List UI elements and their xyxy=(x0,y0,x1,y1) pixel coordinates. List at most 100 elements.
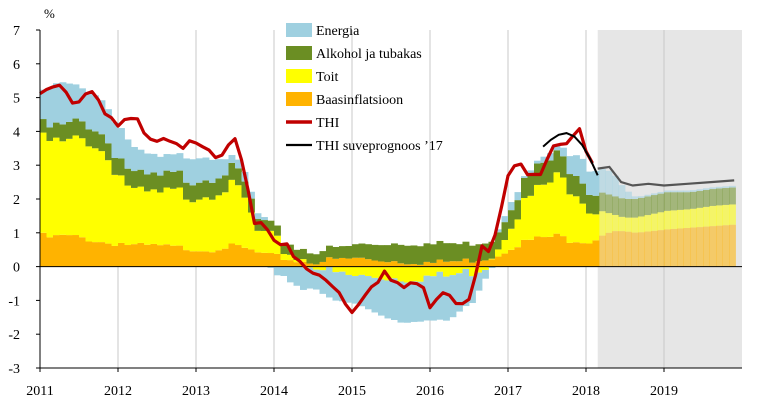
bar-alcohol-91 xyxy=(631,199,639,218)
bar-energy-34 xyxy=(261,217,268,221)
legend-label-3: Baasinflatsioon xyxy=(316,93,403,108)
bar-alcohol-12 xyxy=(118,158,125,176)
bar-energy-99 xyxy=(683,190,691,193)
bar-base-45 xyxy=(332,258,340,267)
bar-alcohol-43 xyxy=(319,251,327,262)
bar-energy-20 xyxy=(170,154,177,172)
bar-food-47 xyxy=(345,266,353,275)
bar-food-104 xyxy=(716,205,723,226)
bar-base-74 xyxy=(521,239,528,267)
bar-base-72 xyxy=(508,249,515,267)
bar-base-15 xyxy=(137,242,145,267)
y-tick-label--3: -3 xyxy=(8,362,20,377)
bar-energy-13 xyxy=(124,139,132,169)
bar-food-46 xyxy=(339,266,346,272)
bar-base-26 xyxy=(209,252,216,267)
bar-food-89 xyxy=(618,216,626,232)
bar-energy-100 xyxy=(690,190,697,192)
bar-food-73 xyxy=(514,219,522,248)
bar-energy-2 xyxy=(53,83,60,123)
bar-alcohol-81 xyxy=(566,174,574,195)
bar-food-37 xyxy=(280,254,288,260)
bar-food-70 xyxy=(495,249,502,257)
bar-alcohol-49 xyxy=(358,243,366,258)
bar-base-1 xyxy=(46,237,54,267)
bar-alcohol-72 xyxy=(508,210,515,229)
x-tick-label-2012: 2012 xyxy=(104,384,132,399)
bar-energy-9 xyxy=(98,100,106,135)
bar-energy-65 xyxy=(462,268,470,307)
x-tick-label-2019: 2019 xyxy=(650,384,678,399)
bar-energy-73 xyxy=(514,192,522,201)
bar-alcohol-3 xyxy=(59,124,67,142)
bar-food-87 xyxy=(605,213,613,233)
bar-food-106 xyxy=(729,204,736,225)
bar-alcohol-4 xyxy=(66,121,73,139)
bar-food-63 xyxy=(449,266,457,276)
bar-alcohol-40 xyxy=(300,248,307,260)
bar-energy-53 xyxy=(384,280,392,319)
bar-energy-26 xyxy=(209,159,216,183)
bar-food-17 xyxy=(150,189,158,244)
bar-food-75 xyxy=(527,195,535,240)
bar-food-3 xyxy=(59,141,67,235)
bar-energy-41 xyxy=(306,267,314,289)
bar-base-77 xyxy=(540,237,548,267)
bar-base-33 xyxy=(254,252,262,267)
bar-base-34 xyxy=(261,252,268,267)
bar-alcohol-92 xyxy=(638,197,645,217)
bar-food-8 xyxy=(92,148,99,243)
bar-base-14 xyxy=(131,244,138,267)
bar-base-17 xyxy=(150,243,158,267)
bar-base-19 xyxy=(163,244,171,267)
bar-base-18 xyxy=(157,245,164,267)
y-tick-label--1: -1 xyxy=(8,294,20,309)
bar-base-48 xyxy=(352,257,359,267)
bar-energy-64 xyxy=(456,273,463,312)
bar-base-82 xyxy=(573,242,580,267)
bar-food-79 xyxy=(553,172,561,234)
thi-forecast-line xyxy=(597,165,735,187)
bar-alcohol-29 xyxy=(228,162,236,180)
bar-energy-70 xyxy=(495,229,502,233)
bar-energy-74 xyxy=(521,176,528,178)
bar-alcohol-1 xyxy=(46,127,54,141)
bar-food-52 xyxy=(378,266,385,280)
bar-energy-58 xyxy=(417,281,424,322)
bar-energy-86 xyxy=(599,168,606,193)
bar-energy-77 xyxy=(540,156,548,163)
bar-energy-57 xyxy=(410,281,418,322)
bar-alcohol-53 xyxy=(384,245,392,263)
bar-food-93 xyxy=(644,215,652,232)
bar-alcohol-102 xyxy=(703,189,710,207)
bar-energy-97 xyxy=(670,190,678,193)
bar-energy-80 xyxy=(560,147,567,157)
bar-energy-35 xyxy=(267,266,275,268)
bar-base-39 xyxy=(293,262,301,267)
bar-alcohol-55 xyxy=(397,244,405,264)
x-tick-label-2016: 2016 xyxy=(416,384,444,399)
bar-energy-3 xyxy=(59,82,67,125)
bar-food-85 xyxy=(592,214,600,241)
bar-base-57 xyxy=(410,264,418,267)
bar-food-15 xyxy=(137,186,145,243)
bar-energy-27 xyxy=(215,159,223,179)
bar-base-65 xyxy=(462,258,470,267)
bar-energy-25 xyxy=(202,157,210,181)
bar-energy-36 xyxy=(274,266,281,276)
y-tick-label-3: 3 xyxy=(13,159,20,174)
bar-energy-102 xyxy=(703,188,710,190)
bar-food-77 xyxy=(540,184,548,238)
bar-alcohol-37 xyxy=(280,243,288,255)
bar-energy-47 xyxy=(345,274,353,303)
bar-energy-17 xyxy=(150,153,158,173)
bar-food-61 xyxy=(436,266,444,272)
bar-food-62 xyxy=(443,266,450,277)
bar-alcohol-74 xyxy=(521,177,528,198)
bar-alcohol-87 xyxy=(605,194,613,214)
legend-label-4: THI xyxy=(316,116,340,131)
bar-food-4 xyxy=(66,138,73,236)
x-tick-label-2014: 2014 xyxy=(260,384,288,399)
bar-energy-87 xyxy=(605,170,613,195)
bar-alcohol-50 xyxy=(365,244,372,260)
